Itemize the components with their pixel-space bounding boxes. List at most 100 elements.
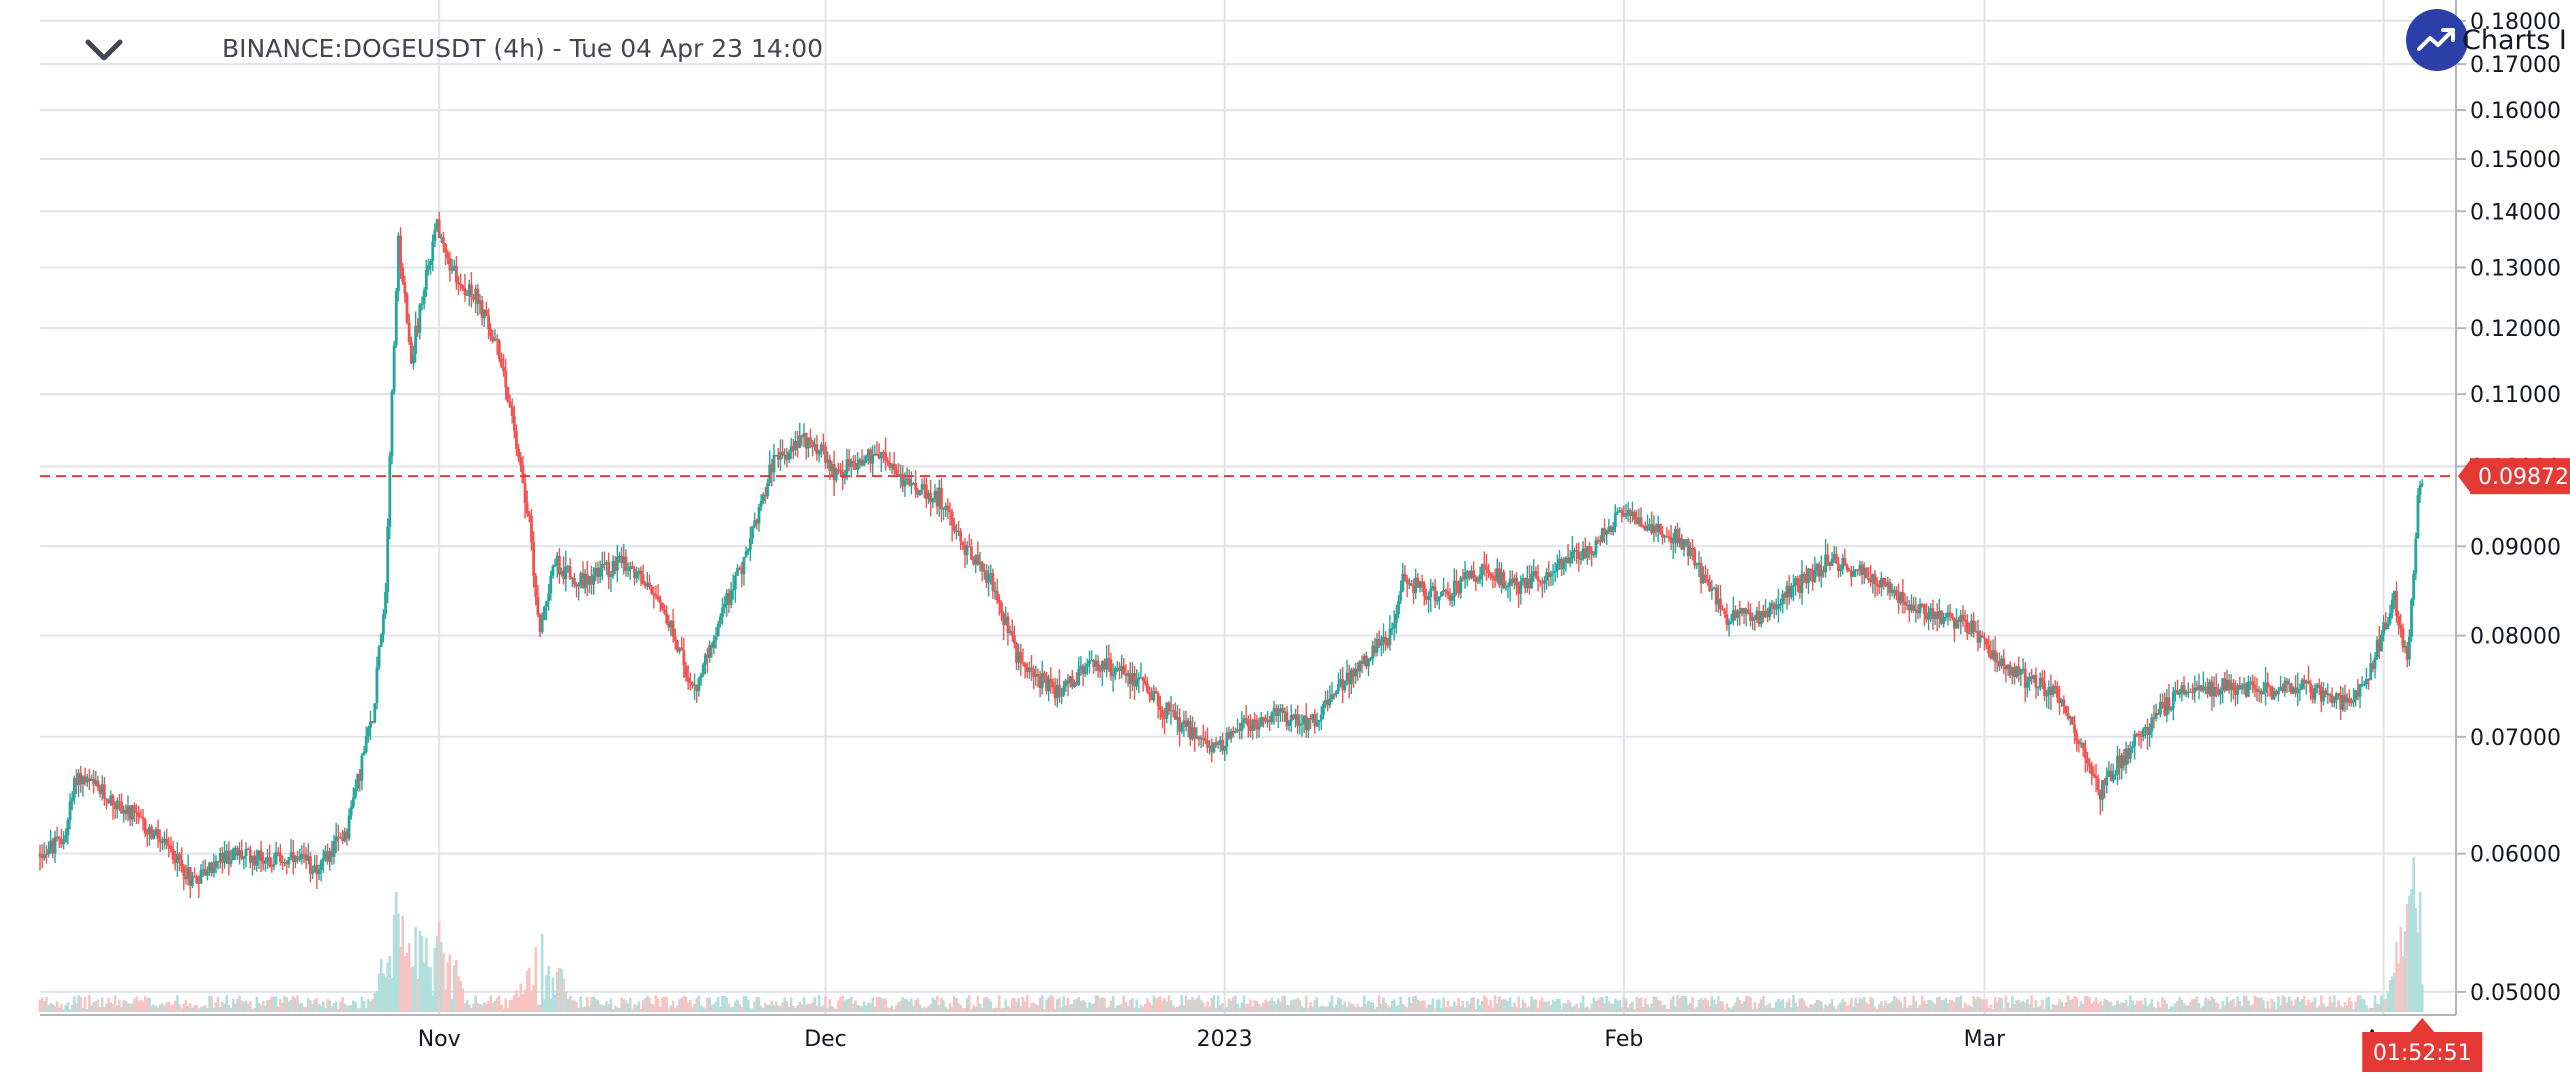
candle-body [1446, 591, 1450, 595]
volume-bar [90, 1005, 93, 1012]
candle-body [2416, 494, 2420, 539]
volume-bar [231, 998, 235, 1012]
collapse-toggle-button[interactable] [80, 30, 128, 70]
candle-body [836, 469, 840, 471]
candle-body [2405, 646, 2409, 660]
candle-body [1274, 708, 1278, 716]
volume-bar [2129, 995, 2132, 1012]
charts-logo-link[interactable]: Charts I [2406, 8, 2567, 72]
volume-bar [107, 998, 110, 1012]
candle-body [203, 869, 207, 876]
volume-bar [1942, 999, 1945, 1012]
volume-bar [2371, 1007, 2375, 1012]
volume-bar [882, 998, 885, 1012]
candle-body [1264, 717, 1267, 722]
volume-bar [613, 1005, 617, 1012]
volume-bar [163, 1005, 166, 1012]
volume-bar [2217, 1003, 2220, 1012]
volume-bar [1955, 997, 1958, 1012]
volume-bar [375, 990, 379, 1012]
candle-body [948, 510, 952, 512]
volume-bar [1740, 1003, 1744, 1012]
candle-body [1596, 539, 1600, 542]
volume-bar [1884, 1000, 1888, 1012]
volume-bar [618, 1008, 621, 1012]
volume-bar [139, 999, 143, 1012]
candle-body [319, 860, 323, 870]
candle-body [1053, 687, 1057, 699]
candle-body [1467, 571, 1471, 579]
candle-body [1433, 586, 1437, 601]
candle-body [1197, 736, 1201, 740]
volume-bar [1890, 1001, 1894, 1012]
candle-body [1646, 525, 1649, 531]
candle-body [253, 855, 257, 866]
volume-bar [1365, 1003, 1368, 1012]
candle-body [931, 498, 935, 503]
volume-bar [1015, 1002, 1018, 1012]
volume-bar [1433, 1008, 1437, 1012]
candle-body [854, 463, 857, 470]
volume-bar [1560, 1008, 1563, 1012]
volume-bar [1519, 1008, 1523, 1012]
volume-bar [2322, 1003, 2325, 1012]
candle-body [622, 556, 626, 564]
volume-bar [1541, 997, 1544, 1012]
volume-bar [781, 1002, 784, 1012]
candle-body [1006, 616, 1010, 633]
volume-bar [1013, 997, 1016, 1012]
candle-body [1098, 670, 1102, 672]
volume-bar [1978, 998, 1982, 1012]
candle-body [1635, 520, 1639, 524]
volume-bar [2352, 1008, 2355, 1012]
candle-body [1734, 610, 1737, 618]
candle-body [115, 800, 119, 810]
volume-bar [1158, 996, 1162, 1012]
volume-bar [1141, 1006, 1145, 1012]
volume-bar [2161, 996, 2164, 1012]
candle-body [879, 452, 883, 459]
candle-body [991, 572, 995, 592]
volume-bar [2139, 1000, 2143, 1012]
volume-bar [598, 1004, 602, 1012]
volume-bar [852, 1003, 855, 1012]
candle-body [1206, 740, 1209, 748]
volume-bar [1903, 996, 1907, 1012]
candle-body [287, 857, 291, 865]
volume-bar [1961, 1008, 1965, 1012]
candle-body [746, 549, 750, 552]
candle-body [2384, 622, 2388, 629]
volume-bar [2238, 1000, 2242, 1012]
candle-body [2339, 695, 2343, 710]
candle-body [1888, 581, 1892, 593]
candle-body [1804, 574, 1808, 584]
volume-bar [1088, 1001, 1091, 1012]
volume-bar [845, 999, 849, 1012]
candle-body [1167, 702, 1171, 711]
volume-bar [1759, 999, 1763, 1012]
candle-body [1697, 562, 1701, 565]
volume-bar [873, 1007, 877, 1012]
volume-bar [680, 997, 684, 1012]
candle-body [221, 853, 224, 863]
volume-bar [2013, 1003, 2016, 1012]
candle-body [1435, 600, 1439, 602]
volume-bar [1852, 1006, 1855, 1012]
volume-bar [1174, 1007, 1177, 1012]
volume-bar [1609, 1003, 1613, 1012]
candle-body [188, 867, 192, 886]
volume-bar [1373, 1008, 1377, 1012]
volume-bar [2182, 1003, 2186, 1012]
volume-bar [2101, 1005, 2104, 1012]
candle-body [233, 847, 237, 850]
candle-body [1650, 523, 1654, 534]
volume-bar [2068, 999, 2072, 1012]
volume-bar [1575, 1003, 1578, 1012]
volume-bar [1996, 1002, 1999, 1012]
volume-bar [800, 1004, 804, 1012]
candle-body [2111, 774, 2115, 781]
candle-body [1686, 539, 1690, 557]
candle-body [2358, 684, 2362, 697]
